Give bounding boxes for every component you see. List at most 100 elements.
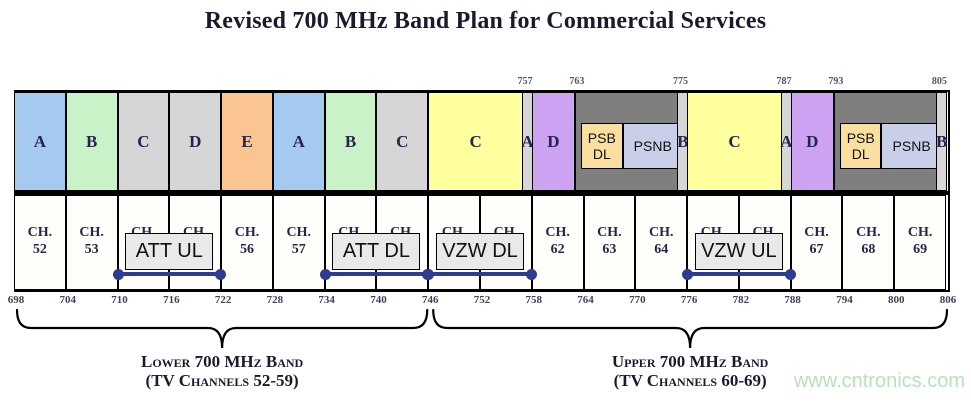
channel-label-64: CH. 64 xyxy=(636,224,686,258)
channel-prefix: CH. xyxy=(234,225,260,240)
freq-tick-label-704: 704 xyxy=(59,294,77,306)
band-group-name: Upper 700 MHz Band xyxy=(611,352,769,371)
band-block-label: B xyxy=(344,131,357,151)
band-block-label: D xyxy=(547,131,560,151)
band-block-label: C xyxy=(396,131,409,151)
band-block-a-728: A xyxy=(272,92,325,191)
band-block-b-704: B xyxy=(65,92,118,191)
channel-prefix: CH. xyxy=(856,225,881,240)
band-block-row: A B C D E A B C C A D PSB DL PSNB B C A D PSB DL PSNB B xyxy=(14,90,950,193)
band-block-label: B xyxy=(85,131,98,151)
band-block-label: B xyxy=(936,131,948,151)
boundary-freq-label-763: 763 xyxy=(569,76,585,87)
channel-label-57: CH. 57 xyxy=(274,224,324,258)
channel-prefix: CH. xyxy=(907,225,933,240)
freq-tick-label-716: 716 xyxy=(163,294,180,306)
public-safety-block-763: PSB DL PSNB xyxy=(574,92,683,191)
tv-channel-cell-63: CH. 63 xyxy=(583,195,636,290)
freq-tick-label-740: 740 xyxy=(370,294,387,306)
freq-tick-label-764: 764 xyxy=(577,294,594,306)
band-block-label: B xyxy=(677,131,689,151)
psnb-block: PSNB xyxy=(622,123,683,169)
connector-dot xyxy=(319,268,331,280)
tv-channel-cell-53: CH. 53 xyxy=(65,195,118,290)
boundary-freq-label-793: 793 xyxy=(828,76,844,87)
psnb-block: PSNB xyxy=(881,123,942,169)
freq-tick-label-782: 782 xyxy=(732,294,750,306)
band-group-channels: (TV Channels 60-69) xyxy=(613,371,767,390)
connector-dot xyxy=(112,268,124,280)
tv-channel-row: CH.52CH.53CH.54CH.55CH.56CH.57CH.58CH.59… xyxy=(14,193,950,292)
band-block-c-710: C xyxy=(117,92,170,191)
tv-channel-cell-56: CH. 56 xyxy=(221,195,273,290)
psb-dl-block: PSB DL xyxy=(839,123,882,169)
tv-channel-cell-52: CH. 52 xyxy=(14,195,66,290)
channel-number: 68 xyxy=(861,242,876,257)
freq-tick-label-800: 800 xyxy=(887,294,905,306)
top-boundary-labels: 757 763 775 787 793 805 xyxy=(16,76,948,90)
connector-line-att-ul xyxy=(112,268,227,280)
band-block-label: C xyxy=(728,131,741,151)
band-block-label: A xyxy=(292,131,305,151)
channel-number: 67 xyxy=(809,242,824,257)
connector-dot xyxy=(682,268,694,280)
freq-tick-label-776: 776 xyxy=(680,294,698,306)
psb-dl-block: PSB DL xyxy=(581,123,623,169)
band-braces xyxy=(16,308,948,349)
brace-lower-700-mhz-band xyxy=(16,308,429,349)
channel-label-69: CH. 69 xyxy=(895,224,945,258)
band-block-c-776: C xyxy=(687,92,783,191)
channel-number: 64 xyxy=(654,242,669,257)
band-block-b-734: B xyxy=(324,92,377,191)
band-group-label-upper-700-mhz-band: Upper 700 MHz Band (TV Channels 60-69) xyxy=(612,352,768,390)
public-safety-block-793: PSB DL PSNB xyxy=(833,92,942,191)
channel-prefix: CH. xyxy=(597,225,622,240)
freq-tick-label-710: 710 xyxy=(111,294,128,306)
callout-att-ul: ATT UL xyxy=(125,233,214,270)
freq-tick-label-728: 728 xyxy=(266,294,284,306)
freq-tick-label-698: 698 xyxy=(7,294,25,306)
band-group-name: Lower 700 MHz Band xyxy=(141,352,304,371)
freq-tick-label-758: 758 xyxy=(525,294,543,306)
tv-channel-cell-69: CH. 69 xyxy=(894,195,946,290)
band-block-label: A xyxy=(780,131,793,151)
band-block-label: E xyxy=(241,131,253,151)
watermark: www.cntronics.com xyxy=(793,370,965,392)
freq-tick-label-770: 770 xyxy=(629,294,646,306)
channel-prefix: CH. xyxy=(27,225,53,240)
band-block-b-805: B xyxy=(936,92,947,191)
channel-prefix: CH. xyxy=(79,225,104,240)
brace-upper-700-mhz-band xyxy=(432,308,948,349)
band-block-d-788: D xyxy=(790,92,834,191)
band-block-a-698: A xyxy=(14,92,66,191)
connector-dot xyxy=(423,268,435,280)
band-block-d-716: D xyxy=(169,92,222,191)
band-block-label: D xyxy=(806,131,819,151)
callout-vzw-ul: VZW UL xyxy=(694,233,783,270)
tv-channel-cell-62: CH. 62 xyxy=(531,195,584,290)
freq-tick-label-746: 746 xyxy=(421,294,439,306)
diagram: 757 763 775 787 793 805 A B C D E A B C C A D PSB DL PSNB… xyxy=(8,76,957,402)
connector-line-att-dl xyxy=(319,268,434,280)
channel-prefix: CH. xyxy=(286,225,312,240)
channel-label-62: CH. 62 xyxy=(533,224,583,258)
tv-channel-cell-68: CH. 68 xyxy=(842,195,895,290)
tv-channel-cell-57: CH. 57 xyxy=(272,195,325,290)
channel-prefix: CH. xyxy=(804,225,829,240)
callout-vzw-dl: VZW DL xyxy=(436,233,524,270)
channel-number: 53 xyxy=(84,242,99,257)
band-block-d-758: D xyxy=(531,92,575,191)
band-block-label: A xyxy=(521,131,534,151)
frequency-tick-labels: 698 704 710 716 722 728 734 740 746 752 758 764 770 7… xyxy=(8,294,957,308)
band-group-label-lower-700-mhz-band: Lower 700 MHz Band (TV Channels 52-59) xyxy=(141,352,303,390)
channel-label-53: CH. 53 xyxy=(67,224,117,258)
channel-prefix: CH. xyxy=(545,225,570,240)
boundary-freq-label-787: 787 xyxy=(776,76,792,87)
band-block-label: A xyxy=(33,131,47,151)
band-block-label: D xyxy=(189,131,202,151)
tv-channel-cell-67: CH. 67 xyxy=(790,195,843,290)
connector-dot xyxy=(784,268,796,280)
channel-prefix: CH. xyxy=(648,225,674,240)
channel-label-67: CH. 67 xyxy=(792,224,842,258)
